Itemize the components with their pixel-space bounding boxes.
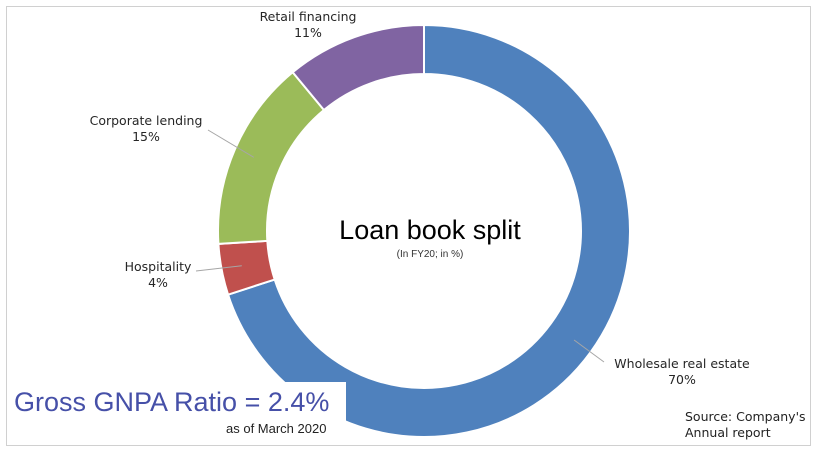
chart-subtitle: (In FY20; in %) [397, 249, 464, 260]
slice-label-retail: Retail financing [260, 9, 357, 24]
chart-title: Loan book split [339, 215, 521, 245]
gnpa-note: as of March 2020 [226, 421, 327, 436]
leader-lines [195, 129, 605, 363]
slice-label-wholesale: Wholesale real estate [614, 356, 750, 371]
leader-line-hospitality [195, 265, 242, 272]
donut-slice-wholesale-real-estate [226, 23, 631, 438]
slice-value-corporate: 15% [132, 129, 160, 144]
slice-label-corporate: Corporate lending [90, 113, 203, 128]
donut-slice-retail-financing [291, 23, 425, 112]
source-line-1: Source: Company's [685, 409, 806, 424]
source-note: Source: Company's Annual report [685, 409, 806, 441]
donut-slice-corporate-lending [217, 70, 326, 245]
source-line-2: Annual report [685, 425, 771, 440]
slice-value-wholesale: 70% [668, 372, 696, 387]
leader-line-wholesale-real-estate [573, 339, 605, 363]
leader-line-corporate-lending [207, 129, 255, 158]
slice-label-hospitality: Hospitality [125, 259, 192, 274]
chart-frame [6, 6, 811, 446]
donut-slices [217, 23, 631, 438]
gnpa-ratio: Gross GNPA Ratio = 2.4% [14, 387, 330, 417]
slice-value-retail: 11% [294, 25, 322, 40]
slice-value-hospitality: 4% [148, 275, 168, 290]
gnpa-box [8, 382, 346, 442]
